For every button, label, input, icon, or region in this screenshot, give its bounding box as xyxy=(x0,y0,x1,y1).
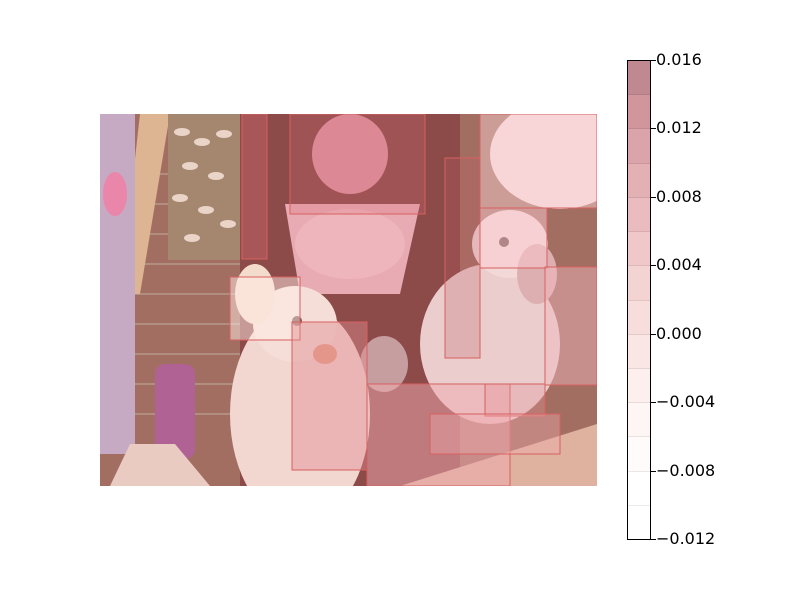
colorbar-gradient xyxy=(627,60,651,540)
colorbar-level xyxy=(628,95,650,130)
colorbar-level xyxy=(628,368,650,404)
colorbar-level xyxy=(628,403,650,438)
colorbar-tick xyxy=(651,197,656,198)
bottom-left-brush xyxy=(110,444,210,486)
colorbar-tick xyxy=(651,471,656,472)
photo-svg xyxy=(100,114,597,486)
colorbar-label: −0.004 xyxy=(656,392,716,411)
colorbar-label: 0.004 xyxy=(656,255,702,274)
colorbar-tick xyxy=(651,60,656,61)
colorbar-tick xyxy=(651,128,656,129)
colorbar-level xyxy=(628,232,650,267)
colorbar-tick xyxy=(651,334,656,335)
colorbar-label: 0.008 xyxy=(656,187,702,206)
colorbar-label: −0.012 xyxy=(656,529,716,548)
colorbar-label: 0.012 xyxy=(656,118,702,137)
colorbar-tick xyxy=(651,402,656,403)
colorbar-tick xyxy=(651,265,656,266)
colorbar-level xyxy=(628,471,650,506)
rope-tassel xyxy=(285,114,420,294)
colorbar-level xyxy=(628,437,650,472)
pink-rope-section xyxy=(103,172,127,216)
purple-perch xyxy=(155,364,195,459)
colorbar-level xyxy=(628,334,650,369)
heatmap-overlay xyxy=(100,114,597,486)
colorbar-level xyxy=(628,266,650,301)
colorbar-level xyxy=(628,61,650,96)
colorbar-label: 0.016 xyxy=(656,50,702,69)
colorbar-level xyxy=(628,163,650,198)
colorbar-tick xyxy=(651,539,656,540)
seeds xyxy=(172,128,236,242)
photo-with-heatmap xyxy=(100,114,597,486)
left-rope-toy xyxy=(100,114,135,454)
colorbar-level xyxy=(628,505,650,539)
bell xyxy=(360,336,408,392)
colorbar-label: −0.008 xyxy=(656,461,716,480)
top-right-bird xyxy=(490,114,597,209)
colorbar xyxy=(627,60,656,540)
colorbar-level xyxy=(628,129,650,164)
colorbar-level xyxy=(628,197,650,233)
colorbar-level xyxy=(628,300,650,335)
colorbar-label: 0.000 xyxy=(656,324,702,343)
